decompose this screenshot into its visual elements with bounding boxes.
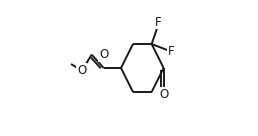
- Text: F: F: [168, 45, 174, 58]
- Text: O: O: [159, 88, 168, 101]
- Text: O: O: [99, 48, 108, 61]
- Text: F: F: [155, 16, 162, 29]
- Text: O: O: [77, 64, 86, 77]
